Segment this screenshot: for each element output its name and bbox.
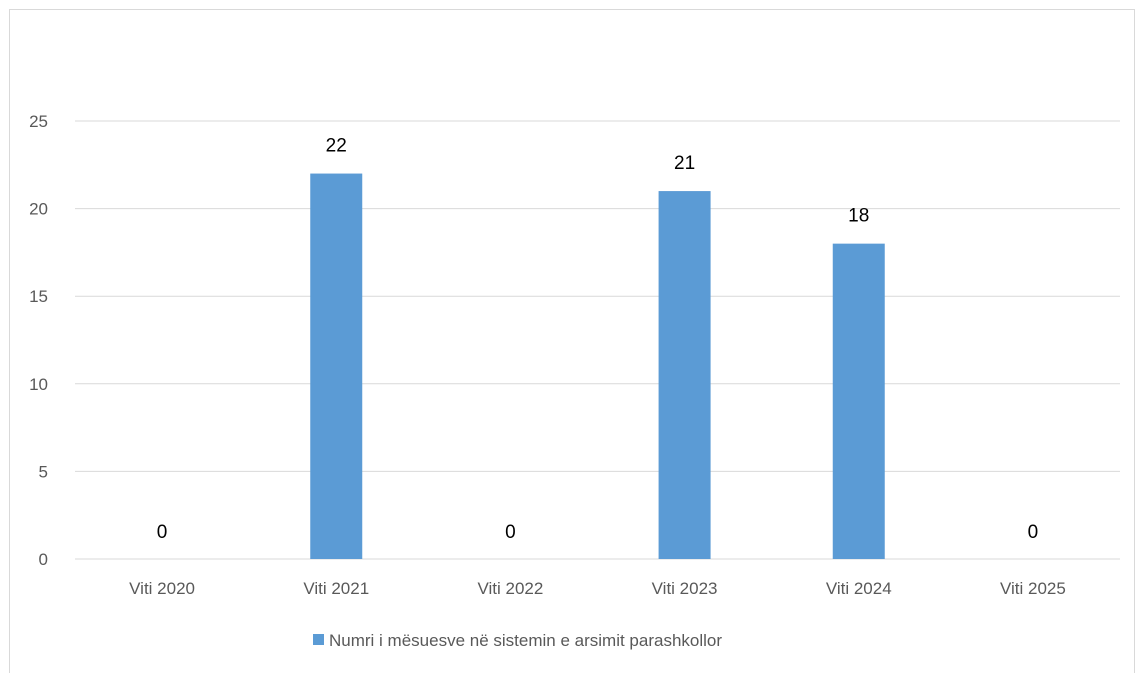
x-category-label: Viti 2024	[826, 579, 892, 598]
data-label: 18	[848, 206, 869, 227]
y-axis-ticks: 0 5 10 15 20 25	[29, 112, 48, 569]
x-category-label: Viti 2023	[652, 579, 718, 598]
y-tick-label: 25	[29, 112, 48, 131]
bar	[832, 243, 885, 559]
x-category-label: Viti 2025	[1000, 579, 1066, 598]
legend-series-label: Numri i mësuesve në sistemin e arsimit p…	[329, 631, 722, 650]
y-tick-label: 10	[29, 375, 48, 394]
bar	[658, 191, 711, 559]
y-tick-label: 0	[39, 550, 48, 569]
x-category-label: Viti 2021	[303, 579, 369, 598]
x-category-label: Viti 2022	[477, 579, 543, 598]
legend-swatch	[313, 634, 324, 645]
data-label: 22	[326, 136, 347, 157]
y-tick-label: 5	[39, 462, 48, 481]
x-axis-categories: Viti 2020 Viti 2021 Viti 2022 Viti 2023 Viti…	[129, 579, 1066, 598]
chart-frame	[9, 9, 1135, 673]
data-label: 21	[674, 153, 695, 174]
bars	[310, 173, 885, 559]
data-labels: 0 22 0 21 18 0	[157, 136, 1038, 543]
data-label: 0	[505, 522, 516, 543]
y-tick-label: 20	[29, 200, 48, 219]
data-label: 0	[157, 522, 168, 543]
data-label: 0	[1028, 522, 1039, 543]
y-tick-label: 15	[29, 287, 48, 306]
x-category-label: Viti 2020	[129, 579, 195, 598]
legend: Numri i mësuesve në sistemin e arsimit p…	[313, 631, 722, 650]
gridlines	[75, 120, 1120, 560]
bar	[310, 173, 363, 559]
